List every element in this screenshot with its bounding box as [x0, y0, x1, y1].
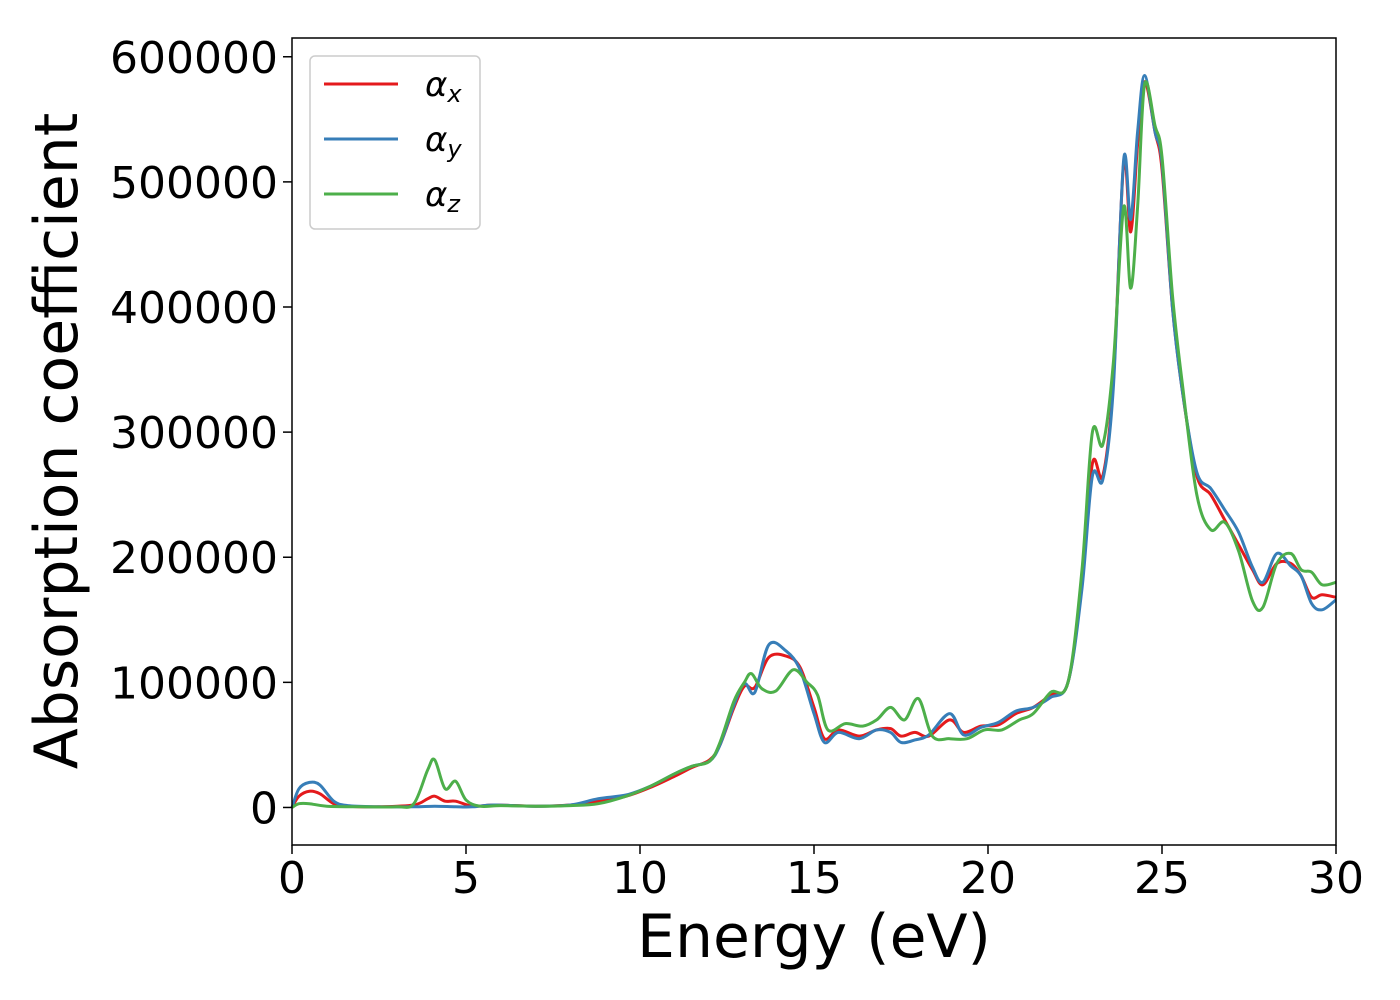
series-line-z — [291, 80, 1337, 809]
y-axis-label: Absorption coefficient — [22, 113, 92, 770]
x-tick-label: 10 — [612, 853, 668, 904]
y-tick-label: 600000 — [110, 33, 278, 84]
y-tick-label: 200000 — [110, 533, 278, 584]
y-tick-label: 400000 — [110, 283, 278, 334]
y-tick-label: 0 — [250, 783, 278, 834]
y-tick-label: 500000 — [110, 158, 278, 209]
series-layer — [290, 74, 1337, 809]
x-axis-label: Energy (eV) — [637, 902, 991, 972]
legend: αx αy αz — [309, 55, 481, 230]
y-tick-label: 300000 — [110, 408, 278, 459]
x-tick-label: 5 — [452, 853, 480, 904]
x-tick-label: 15 — [786, 853, 842, 904]
legend-label-x: αx — [425, 65, 462, 108]
x-tick-label: 0 — [278, 853, 306, 904]
x-axis: 0 5 10 15 20 25 30 — [278, 845, 1364, 904]
x-tick-label: 25 — [1134, 853, 1190, 904]
x-tick-label: 20 — [960, 853, 1016, 904]
y-axis: 0 100000 200000 300000 400000 500000 600000 — [110, 33, 292, 834]
legend-label-z: αz — [425, 175, 461, 218]
y-tick-label: 100000 — [110, 658, 278, 709]
legend-box — [309, 55, 481, 230]
legend-label-y: αy — [425, 120, 462, 163]
x-tick-label: 30 — [1308, 853, 1364, 904]
